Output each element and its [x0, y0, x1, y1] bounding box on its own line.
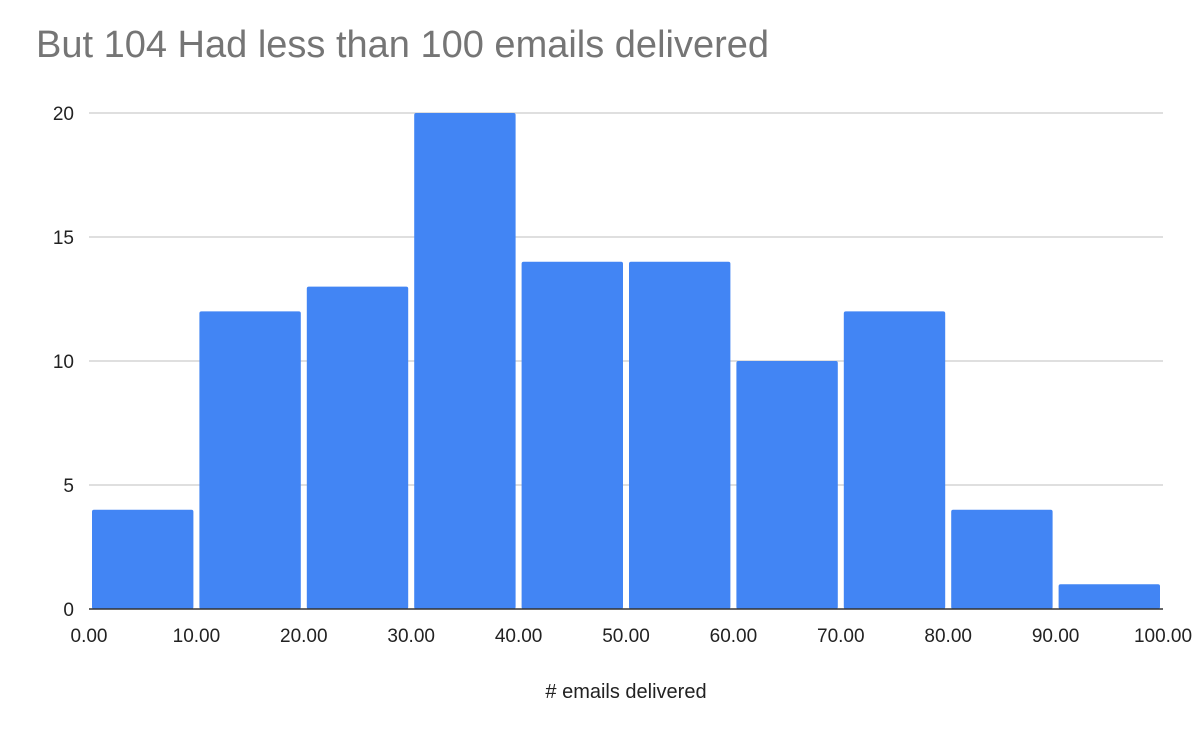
x-tick-label: 80.00: [924, 626, 972, 647]
x-tick-label: 50.00: [602, 626, 650, 647]
x-tick-label: 30.00: [387, 626, 435, 647]
x-tick-label: 0.00: [71, 626, 108, 647]
y-tick-label: 15: [53, 228, 74, 249]
x-tick-label: 40.00: [495, 626, 543, 647]
y-tick-labels: 0 5 10 15 20: [53, 104, 74, 621]
bar: [414, 113, 516, 609]
x-tick-label: 100.00: [1134, 626, 1192, 647]
bar: [843, 311, 946, 609]
bar: [1058, 584, 1160, 609]
chart-title: But 104 Had less than 100 emails deliver…: [36, 24, 770, 66]
x-tick-label: 10.00: [173, 626, 221, 647]
y-tick-label: 0: [63, 600, 74, 621]
bar: [736, 361, 838, 609]
bar: [199, 311, 301, 609]
y-tick-label: 5: [63, 476, 74, 497]
bars: [92, 113, 1160, 609]
bar: [629, 261, 731, 609]
bar: [306, 286, 409, 609]
bar: [521, 261, 623, 609]
x-tick-labels: 0.00 10.00 20.00 30.00 40.00 50.00 60.00 70.00 8…: [71, 626, 1193, 647]
x-tick-label: 70.00: [817, 626, 865, 647]
bar: [92, 509, 194, 609]
y-tick-label: 20: [53, 104, 74, 125]
x-tick-label: 90.00: [1032, 626, 1080, 647]
x-axis-title: # emails delivered: [545, 681, 706, 703]
x-tick-label: 20.00: [280, 626, 328, 647]
x-tick-label: 60.00: [710, 626, 758, 647]
y-tick-label: 10: [53, 352, 74, 373]
bar: [951, 509, 1053, 609]
